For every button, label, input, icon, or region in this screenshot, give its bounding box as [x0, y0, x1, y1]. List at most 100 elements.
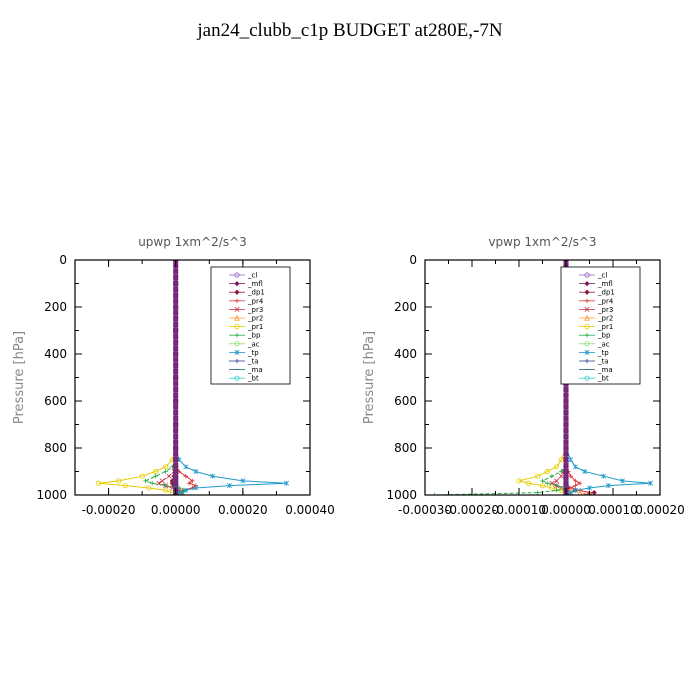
legend-label: _ma [597, 366, 613, 374]
page-title: jan24_clubb_c1p BUDGET at280E,-7N [197, 20, 503, 41]
data-point [540, 478, 545, 484]
legend-label: _bp [597, 332, 611, 340]
x-tick-label: -0.00030 [398, 503, 452, 517]
y-axis-label: Pressure [hPa] [362, 331, 377, 424]
data-point [240, 478, 246, 484]
data-point [95, 480, 102, 486]
data-point [139, 473, 145, 479]
data-point [601, 473, 607, 479]
legend-box [560, 266, 641, 385]
y-tick-label: 600 [394, 394, 417, 408]
data-point [554, 483, 559, 488]
data-point [549, 485, 555, 491]
data-point [159, 478, 165, 484]
legend-label: _ma [247, 366, 263, 374]
x-tick-label: 0.00020 [218, 503, 268, 517]
data-point [553, 464, 560, 470]
legend-label: _dp1 [247, 289, 265, 297]
data-point [122, 482, 128, 489]
data-point [582, 492, 587, 495]
data-point [150, 481, 155, 486]
data-point [539, 482, 546, 489]
data-point [193, 469, 199, 474]
chart-panel-2: vpwp 1xm^2/s^3 Pressure [hPa] 0 200 400 600 80… [362, 235, 685, 517]
x-tick-label: 0.00000 [541, 503, 591, 517]
y-tick-label: 0 [409, 253, 417, 267]
legend-marker [584, 298, 590, 303]
chart-title: upwp 1xm^2/s^3 [138, 235, 247, 249]
data-point [554, 478, 560, 484]
legend-marker [234, 323, 240, 330]
legend-label: _ta [597, 358, 609, 366]
legend-label: _pr1 [597, 323, 613, 331]
data-point [183, 464, 189, 470]
x-tick-label: 0.00020 [635, 503, 685, 517]
data-point [591, 490, 597, 495]
legend-label: _tp [597, 349, 609, 357]
legend-label: _pr1 [247, 323, 263, 331]
data-point [559, 469, 564, 474]
y-tick-label: 200 [394, 300, 417, 314]
data-point [525, 480, 532, 486]
y-axis-label: Pressure [hPa] [12, 331, 27, 424]
y-tick-label: 800 [394, 441, 417, 455]
x-tick-label: -0.00020 [445, 503, 499, 517]
legend-marker [584, 333, 590, 338]
legend-label: _ta [247, 358, 259, 366]
data-point [549, 474, 555, 479]
data-point [558, 473, 564, 479]
data-point [545, 481, 550, 486]
legend-label: _tp [247, 349, 259, 357]
data-point [152, 468, 159, 475]
data-point [516, 478, 522, 484]
y-tick-label: 1000 [36, 488, 67, 502]
data-point [163, 487, 169, 493]
y-tick-label: 400 [394, 347, 417, 361]
legend-marker [584, 314, 590, 321]
legend-marker [234, 289, 240, 295]
data-point [210, 473, 216, 479]
data-point [535, 473, 541, 479]
data-point [193, 485, 199, 491]
x-tick-label: -0.00020 [82, 503, 136, 517]
data-point [587, 485, 592, 491]
series-line-pr1 [98, 260, 177, 495]
legend-marker [584, 280, 590, 287]
data-point [183, 487, 189, 493]
legend-marker [234, 280, 240, 287]
data-point [605, 483, 611, 489]
legend-label: _cl [247, 272, 257, 280]
y-tick-label: 600 [44, 394, 67, 408]
x-tick-label: 0.00040 [285, 503, 335, 517]
chart-panel-1: upwp 1xm^2/s^3 Pressure [hPa] 0 200 400 600 80… [12, 235, 335, 517]
data-point [163, 464, 169, 470]
data-point [577, 481, 583, 486]
data-point [619, 478, 625, 484]
legend-marker [234, 333, 240, 338]
legend-marker [584, 272, 590, 278]
legend-label: _pr3 [597, 306, 613, 314]
legend: _cl_mfl_dp1_pr4_pr3_pr2_pr1_bp_ac_tp_ta_… [560, 266, 641, 385]
legend-marker [234, 306, 240, 312]
data-point [143, 478, 148, 484]
legend-marker [234, 375, 240, 381]
legend-marker [234, 298, 240, 303]
legend-marker [234, 358, 240, 364]
y-tick-label: 400 [44, 347, 67, 361]
legend-label: _pr4 [247, 297, 264, 305]
data-point [568, 474, 573, 479]
legend-marker [584, 289, 590, 295]
plot-area [95, 260, 289, 495]
data-point [186, 481, 192, 486]
y-tick-label: 1000 [386, 488, 417, 502]
data-point [568, 457, 574, 463]
data-point [582, 469, 588, 474]
legend-label: _pr4 [597, 297, 614, 305]
legend-marker [234, 349, 240, 355]
data-point [535, 490, 540, 495]
data-point [432, 492, 437, 495]
data-point [573, 483, 578, 488]
data-point [183, 474, 188, 479]
legend-label: _ac [247, 340, 260, 348]
y-tick-label: 200 [44, 300, 67, 314]
